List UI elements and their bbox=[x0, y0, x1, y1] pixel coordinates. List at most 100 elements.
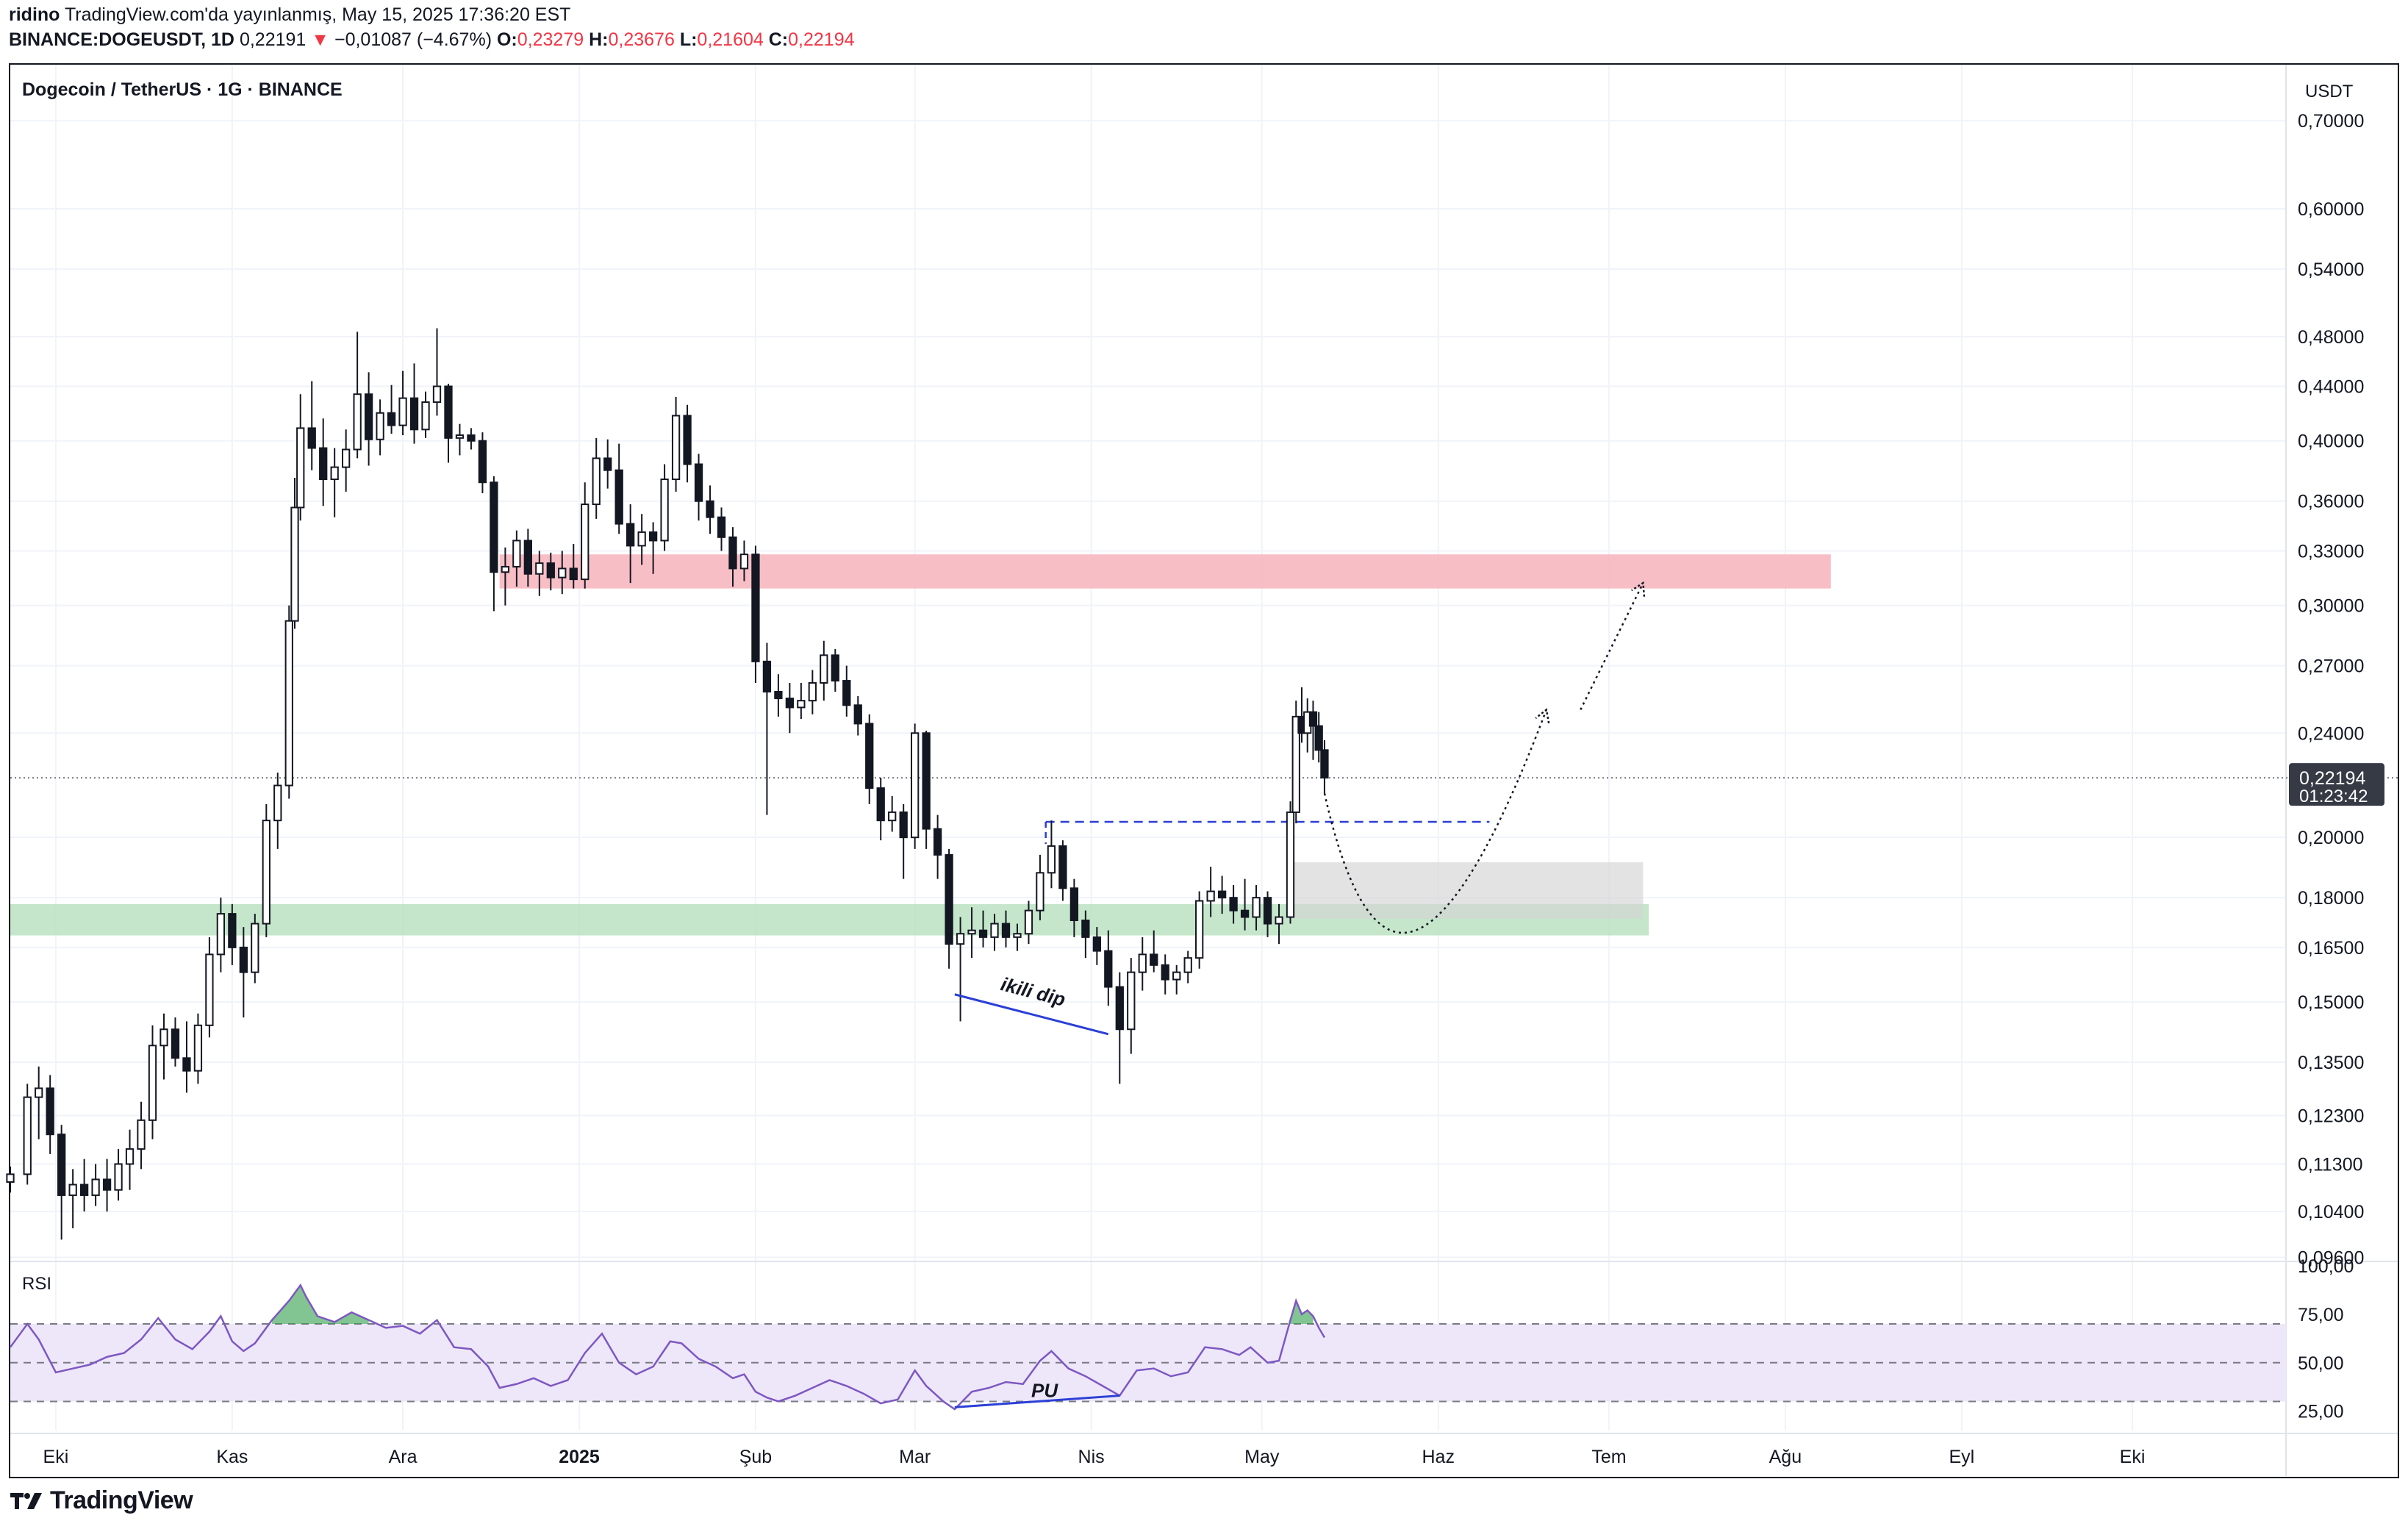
time-axis-label: Eyl bbox=[1949, 1447, 1974, 1467]
candle bbox=[1150, 930, 1158, 973]
time-axis-label: Şub bbox=[739, 1447, 772, 1467]
author-name[interactable]: ridino bbox=[9, 4, 60, 25]
candle-body-down bbox=[842, 680, 851, 706]
candle bbox=[35, 1066, 43, 1139]
candle bbox=[205, 937, 214, 1038]
candle bbox=[1206, 867, 1215, 917]
candle-body-up bbox=[558, 567, 567, 579]
candle-body-up bbox=[193, 1024, 203, 1072]
candle-body-up bbox=[660, 479, 669, 542]
rsi-line bbox=[9, 1283, 1326, 1411]
price-axis-label: 0,13500 bbox=[2298, 1053, 2364, 1073]
candle-body-down bbox=[899, 811, 908, 839]
price-axis-label: 0,24000 bbox=[2298, 723, 2364, 744]
candle-body-up bbox=[114, 1163, 123, 1191]
candle bbox=[614, 443, 623, 534]
candle bbox=[911, 723, 920, 849]
candle bbox=[945, 848, 953, 969]
candle bbox=[409, 363, 419, 444]
published-text: TradingView.com'da yayınlanmış, May 15, … bbox=[64, 4, 571, 25]
price-change: −0,01087 (−4.67%) bbox=[334, 29, 492, 50]
candle-body-down bbox=[614, 469, 623, 525]
candle bbox=[831, 648, 839, 692]
candle bbox=[262, 803, 270, 937]
candle-body-up bbox=[501, 565, 510, 573]
candle bbox=[523, 529, 532, 587]
candle-body-up bbox=[1036, 872, 1044, 912]
candle-body-down bbox=[102, 1178, 112, 1191]
candle bbox=[364, 372, 373, 466]
candle-body-up bbox=[671, 415, 681, 481]
candle-body-down bbox=[387, 412, 396, 426]
candle bbox=[1047, 820, 1056, 889]
low-label: L: bbox=[679, 29, 698, 50]
tradingview-logo[interactable]: TradingView bbox=[10, 1486, 193, 1515]
candle bbox=[842, 665, 851, 717]
candle-body-up bbox=[990, 923, 999, 938]
candle bbox=[125, 1129, 135, 1190]
candle bbox=[228, 903, 237, 965]
price-axis-label: 0,48000 bbox=[2298, 327, 2364, 348]
candle-body-up bbox=[1024, 909, 1033, 935]
price-axis-label: 0,60000 bbox=[2298, 199, 2364, 220]
candle-body-down bbox=[1161, 964, 1169, 981]
candle bbox=[637, 514, 646, 565]
candle bbox=[137, 1101, 146, 1170]
candle bbox=[820, 640, 828, 701]
candle bbox=[444, 384, 453, 463]
candle bbox=[1104, 930, 1113, 1006]
candle bbox=[239, 927, 248, 1018]
candle bbox=[284, 605, 293, 799]
down-arrow-icon: ▼ bbox=[311, 29, 330, 50]
candle bbox=[1013, 923, 1022, 951]
rsi-label: RSI bbox=[22, 1274, 51, 1294]
candle bbox=[1001, 910, 1011, 948]
candle bbox=[546, 552, 555, 591]
candle bbox=[1286, 801, 1295, 924]
candle bbox=[1092, 927, 1101, 965]
candle-body-down bbox=[79, 1184, 89, 1196]
candle-body-up bbox=[23, 1096, 32, 1175]
candle-body-up bbox=[797, 700, 806, 709]
candle-body-up bbox=[535, 562, 544, 575]
candle-body-down bbox=[933, 828, 942, 856]
candle-body-down bbox=[1320, 749, 1329, 778]
candle-body-down bbox=[444, 385, 453, 439]
candle-body-up bbox=[1013, 933, 1022, 938]
candle bbox=[1308, 701, 1318, 760]
rsi-axis-label: 100,00 bbox=[2298, 1256, 2354, 1277]
candle bbox=[694, 454, 703, 521]
candle-body-up bbox=[888, 811, 897, 822]
candle bbox=[728, 527, 737, 587]
candle bbox=[1195, 891, 1204, 969]
candle-body-up bbox=[1252, 897, 1261, 918]
candle bbox=[342, 429, 351, 492]
candle-body-up bbox=[1275, 916, 1283, 925]
candle bbox=[319, 418, 328, 506]
candle bbox=[1263, 891, 1272, 937]
candle-body-up bbox=[421, 401, 430, 431]
candle bbox=[660, 464, 669, 551]
candle bbox=[273, 772, 282, 849]
candle-body-up bbox=[808, 682, 817, 702]
close-label: C: bbox=[768, 29, 789, 50]
candle bbox=[478, 432, 487, 493]
candle bbox=[216, 898, 226, 973]
candle bbox=[467, 428, 476, 450]
rsi-axis-label: 75,00 bbox=[2298, 1305, 2344, 1325]
candle bbox=[569, 544, 578, 589]
candle-body-up bbox=[273, 784, 282, 822]
price-axis-label: 0,30000 bbox=[2298, 596, 2364, 617]
open-value: 0,23279 bbox=[517, 29, 584, 50]
time-axis-label: Kas bbox=[216, 1447, 248, 1467]
time-axis-label: May bbox=[1244, 1447, 1280, 1467]
candle bbox=[603, 439, 612, 489]
price-axis-label: 0,27000 bbox=[2298, 656, 2364, 677]
ohlc-legend: BINANCE:DOGEUSDT, 1D 0,22191 ▼ −0,01087 … bbox=[9, 29, 855, 51]
chart-title: Dogecoin / TetherUS · 1G · BINANCE bbox=[22, 79, 343, 100]
candle-body-up bbox=[1286, 811, 1295, 918]
time-axis-label: Ağu bbox=[1769, 1447, 1802, 1467]
price-axis-label: 0,12300 bbox=[2298, 1106, 2364, 1126]
candle-body-down bbox=[853, 704, 862, 725]
